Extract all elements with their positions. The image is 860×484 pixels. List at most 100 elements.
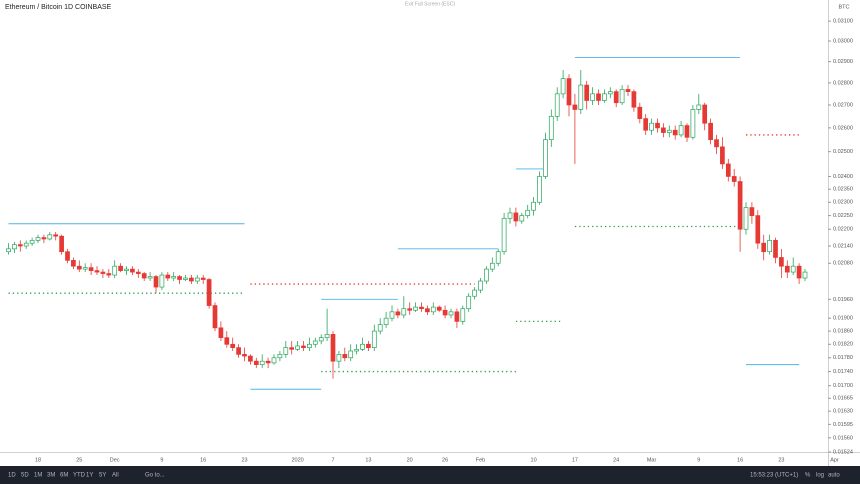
timeframe-button[interactable]: 5D: [21, 473, 29, 479]
timeframe-button[interactable]: 1Y: [86, 473, 93, 479]
candle-body: [631, 91, 637, 108]
timeframe-button[interactable]: 1D: [8, 473, 16, 479]
exit-fullscreen[interactable]: Exit Full Screen (ESC): [405, 1, 455, 7]
x-tick-label: 17: [572, 457, 578, 463]
x-tick-label: 24: [613, 457, 619, 463]
candle-body: [301, 345, 306, 348]
candle-body: [360, 343, 365, 350]
y-tick-label: 0.01595: [833, 422, 853, 428]
candle-body: [442, 309, 448, 316]
y-tick-label: 0.02400: [833, 174, 853, 180]
candle-body: [82, 267, 88, 270]
candle-body: [265, 360, 271, 364]
candle-body: [708, 122, 713, 141]
candle-body: [377, 324, 383, 332]
candle-body: [560, 78, 566, 95]
toolbar: [0, 466, 860, 484]
timeframe-button[interactable]: 5Y: [99, 473, 106, 479]
candle-body: [684, 125, 690, 138]
candle-body: [71, 260, 76, 267]
candle-body: [41, 237, 47, 240]
goto-button[interactable]: Go to...: [145, 473, 165, 479]
candle-body: [448, 311, 454, 316]
candle-body: [53, 234, 59, 237]
candle-body: [489, 262, 495, 270]
timeframe-button[interactable]: All: [112, 473, 119, 479]
candle-body: [94, 270, 100, 273]
clock: 15:53:23 (UTC+1): [750, 473, 798, 479]
candle-body: [731, 176, 737, 182]
candle-body: [212, 305, 218, 329]
candle-body: [76, 265, 82, 270]
candle-body: [714, 139, 719, 148]
candle-body: [554, 93, 560, 117]
candle-body: [230, 343, 236, 348]
log-toggle[interactable]: log: [816, 473, 824, 479]
candle-body: [289, 347, 295, 350]
candle-body: [47, 234, 53, 240]
candle-body: [519, 215, 525, 222]
candle-body: [171, 276, 177, 279]
candle-body: [466, 295, 472, 310]
candle-body: [124, 268, 129, 271]
candle-body: [690, 109, 696, 138]
candle-body: [177, 276, 182, 280]
candle-body: [425, 308, 430, 313]
candle-body: [153, 276, 159, 288]
candle-body: [495, 251, 501, 264]
timeframe-button[interactable]: 3M: [47, 473, 55, 479]
candle-body: [183, 277, 188, 280]
candle-body: [649, 122, 654, 131]
x-tick-label: 13: [365, 457, 371, 463]
candle-body: [430, 306, 436, 313]
candle-body: [531, 201, 536, 211]
candle-body: [371, 330, 377, 348]
y-tick-label: 0.01820: [833, 342, 853, 348]
candle-body: [342, 354, 348, 359]
candle-body: [513, 212, 519, 222]
candle-body: [572, 104, 578, 110]
auto-toggle[interactable]: auto: [828, 473, 840, 479]
candle-body: [395, 311, 401, 316]
candle-body: [130, 268, 135, 273]
candle-body: [118, 265, 123, 271]
y-tick-label: 0.02300: [833, 200, 853, 206]
candle-body: [295, 345, 300, 350]
candle-body: [312, 340, 318, 345]
candle-body: [324, 334, 330, 339]
candle-body: [354, 348, 359, 352]
candle-body: [655, 122, 660, 129]
y-tick-label: 0.02080: [833, 261, 853, 267]
candle-body: [619, 89, 625, 104]
timeframe-button[interactable]: YTD: [73, 473, 86, 479]
x-tick-label: 20: [407, 457, 413, 463]
candle-body: [484, 268, 489, 282]
candle-body: [135, 271, 141, 274]
y-tick-label: 0.02700: [833, 102, 853, 108]
candle-body: [189, 277, 194, 282]
x-tick-label: 26: [442, 457, 448, 463]
candle-body: [607, 91, 613, 95]
x-tick-label: 9: [160, 457, 163, 463]
x-tick-label: Feb: [476, 457, 485, 463]
candle-body: [578, 84, 584, 110]
candle-body: [348, 350, 354, 359]
percent-toggle[interactable]: %: [805, 473, 811, 479]
x-tick-label: Mar: [647, 457, 657, 463]
chart-title: Ethereum / Bitcoin 1D COINBASE: [5, 4, 112, 11]
candle-body: [773, 240, 778, 258]
candle-body: [537, 176, 542, 203]
y-tick-label: 0.02800: [833, 80, 853, 86]
candle-body: [613, 91, 619, 104]
candle-body: [584, 84, 590, 101]
candle-body: [566, 78, 572, 106]
y-tick-label: 0.02500: [833, 149, 853, 155]
candle-body: [100, 271, 106, 274]
candle-body: [737, 181, 743, 230]
candle-body: [147, 276, 153, 279]
timeframe-button[interactable]: 6M: [60, 473, 68, 479]
timeframe-button[interactable]: 1M: [34, 473, 42, 479]
candle-body: [206, 279, 212, 306]
candle-body: [283, 347, 289, 355]
